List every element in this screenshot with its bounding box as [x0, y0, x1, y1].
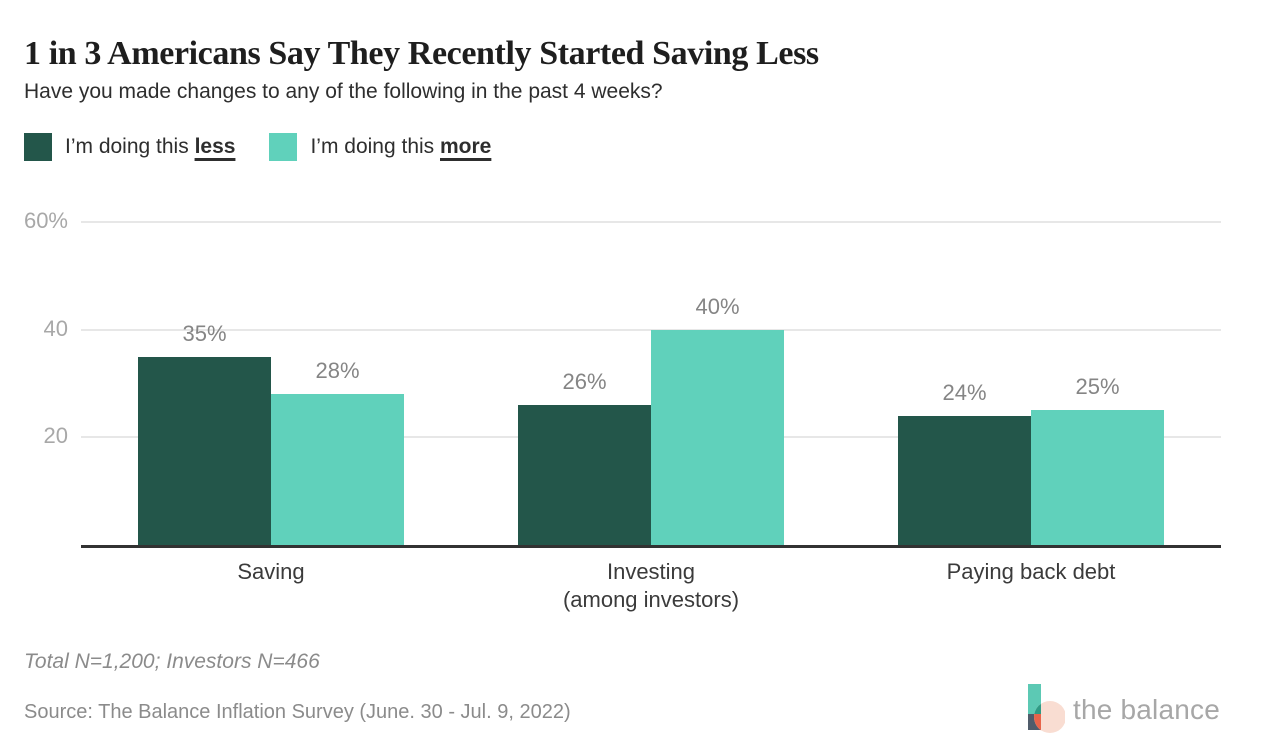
- legend-item-less: I’m doing this less: [24, 133, 235, 161]
- legend-item-more: I’m doing this more: [269, 133, 491, 161]
- bar-value-more-0: 28%: [315, 358, 360, 383]
- chart-legend: I’m doing this less I’m doing this more: [24, 133, 491, 161]
- bar-more-1: [651, 330, 784, 545]
- y-tick-40: 40: [43, 315, 68, 341]
- y-tick-60: 60%: [23, 208, 68, 234]
- bar-less-1: [518, 405, 651, 545]
- brand-wordmark: the balance: [1073, 694, 1220, 725]
- bar-less-2: [898, 416, 1031, 545]
- gridline-40: [81, 328, 1221, 331]
- bar-value-more-1: 40%: [695, 294, 740, 319]
- bar-value-less-1: 26%: [562, 369, 607, 394]
- category-label-2: Paying back debt: [946, 559, 1116, 584]
- bar-more-2: [1031, 410, 1164, 545]
- bar-more-0: [271, 394, 404, 545]
- chart-subtitle: Have you made changes to any of the foll…: [24, 80, 663, 103]
- bar-less-0: [138, 357, 271, 545]
- page-title: 1 in 3 Americans Say They Recently Start…: [24, 34, 819, 72]
- bar-value-less-2: 24%: [942, 380, 987, 405]
- legend-swatch-less: [24, 133, 52, 161]
- y-tick-20: 20: [43, 423, 68, 449]
- x-axis-line: [81, 545, 1221, 548]
- category-label-0: Saving: [237, 559, 305, 584]
- legend-label-less: I’m doing this less: [65, 135, 236, 158]
- category-label-1: Investing (among investors): [562, 559, 740, 612]
- bar-value-less-0: 35%: [182, 321, 227, 346]
- source-note: Source: The Balance Inflation Survey (Ju…: [24, 701, 571, 723]
- brand-logo: the balance: [1028, 684, 1220, 736]
- the-balance-logo-icon: [1028, 684, 1065, 733]
- sample-size-note: Total N=1,200; Investors N=466: [24, 650, 320, 673]
- gridline-60: [81, 221, 1221, 224]
- bar-value-more-2: 25%: [1075, 374, 1120, 399]
- legend-swatch-more: [269, 133, 298, 161]
- legend-label-more: I’m doing this more: [310, 135, 492, 158]
